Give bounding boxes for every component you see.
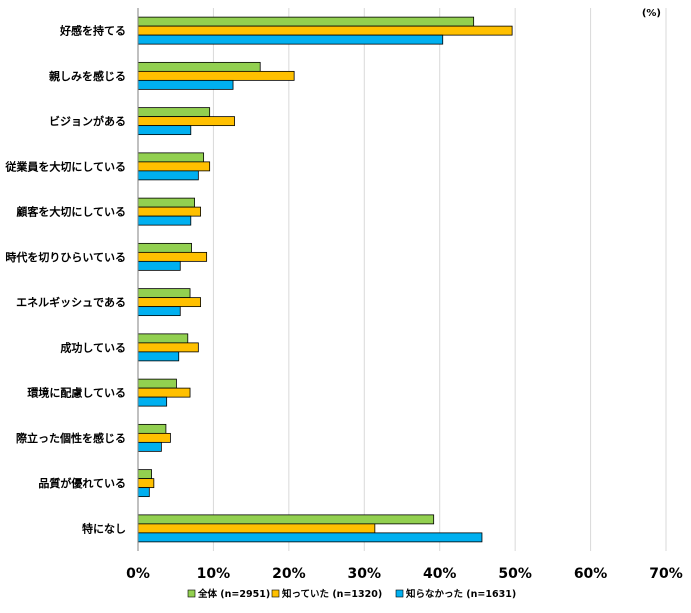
bar [137,333,189,344]
legend-swatch [395,589,404,598]
bar [137,423,167,434]
gridlines [212,8,667,551]
bar [137,523,376,534]
bar [137,107,211,118]
x-tick-label: 10% [197,566,231,582]
bar [137,441,162,452]
unit-label: (%) [642,8,661,19]
category-label: 親しみを感じる [49,69,126,83]
bar [137,70,295,81]
bar [137,34,444,45]
bar [137,79,234,90]
bar [137,478,155,489]
bar [137,170,199,181]
category-label: 品質が優れている [38,476,126,490]
x-tick-label: 50% [498,566,532,582]
x-tick-label: 70% [649,566,683,582]
bar [137,251,208,262]
category-label: 環境に配慮している [27,386,126,400]
category-label: 特になし [82,521,126,535]
bar [137,16,475,27]
legend-swatch [271,589,280,598]
bar [137,288,191,299]
bar [137,125,192,136]
legend-swatch [187,589,196,598]
bar [137,469,152,480]
x-tick-label: 20% [272,566,306,582]
bar [137,25,513,36]
category-label: 好感を持てる [59,24,126,38]
x-tick-label: 0% [126,566,150,582]
bar [137,161,211,172]
bar [137,206,202,217]
category-label: 時代を切りひらいている [5,250,126,264]
bar [137,351,180,362]
category-label: 際立った個性を感じる [16,431,126,445]
legend: 全体 (n=2951) 知っていた (n=1320) 知らなかった (n=1631) [187,588,516,600]
bar [137,152,205,163]
x-tick-label: 60% [574,566,608,582]
bar [137,487,150,498]
bar [137,260,181,271]
bar [137,215,192,226]
bar [137,514,435,525]
legend-label: 知っていた (n=1320) [281,588,382,600]
category-label: エネルギッシュである [16,295,126,309]
bar [137,342,199,353]
category-label: 従業員を大切にしている [4,159,126,173]
bars [137,16,513,543]
category-labels: 好感を持てる親しみを感じるビジョンがある従業員を大切にしている顧客を大切にしてい… [4,24,126,536]
x-tick-label: 30% [348,566,382,582]
bar [137,432,171,443]
x-tick-label: 40% [423,566,457,582]
bar [137,197,195,208]
legend-label: 知らなかった (n=1631) [405,588,516,600]
legend-label: 全体 (n=2951) [197,588,270,600]
bar [137,396,168,407]
bar [137,532,483,543]
x-tick-labels: 0% 10% 20% 30% 40% 50% 60% 70% [126,566,683,582]
bar [137,306,181,317]
bar [137,387,191,398]
category-label: 顧客を大切にしている [16,205,126,219]
bar [137,242,192,253]
category-label: 成功している [60,340,126,354]
bar [137,116,235,127]
bar [137,297,202,308]
bar [137,61,261,72]
bar [137,378,177,389]
category-label: ビジョンがある [49,114,126,128]
